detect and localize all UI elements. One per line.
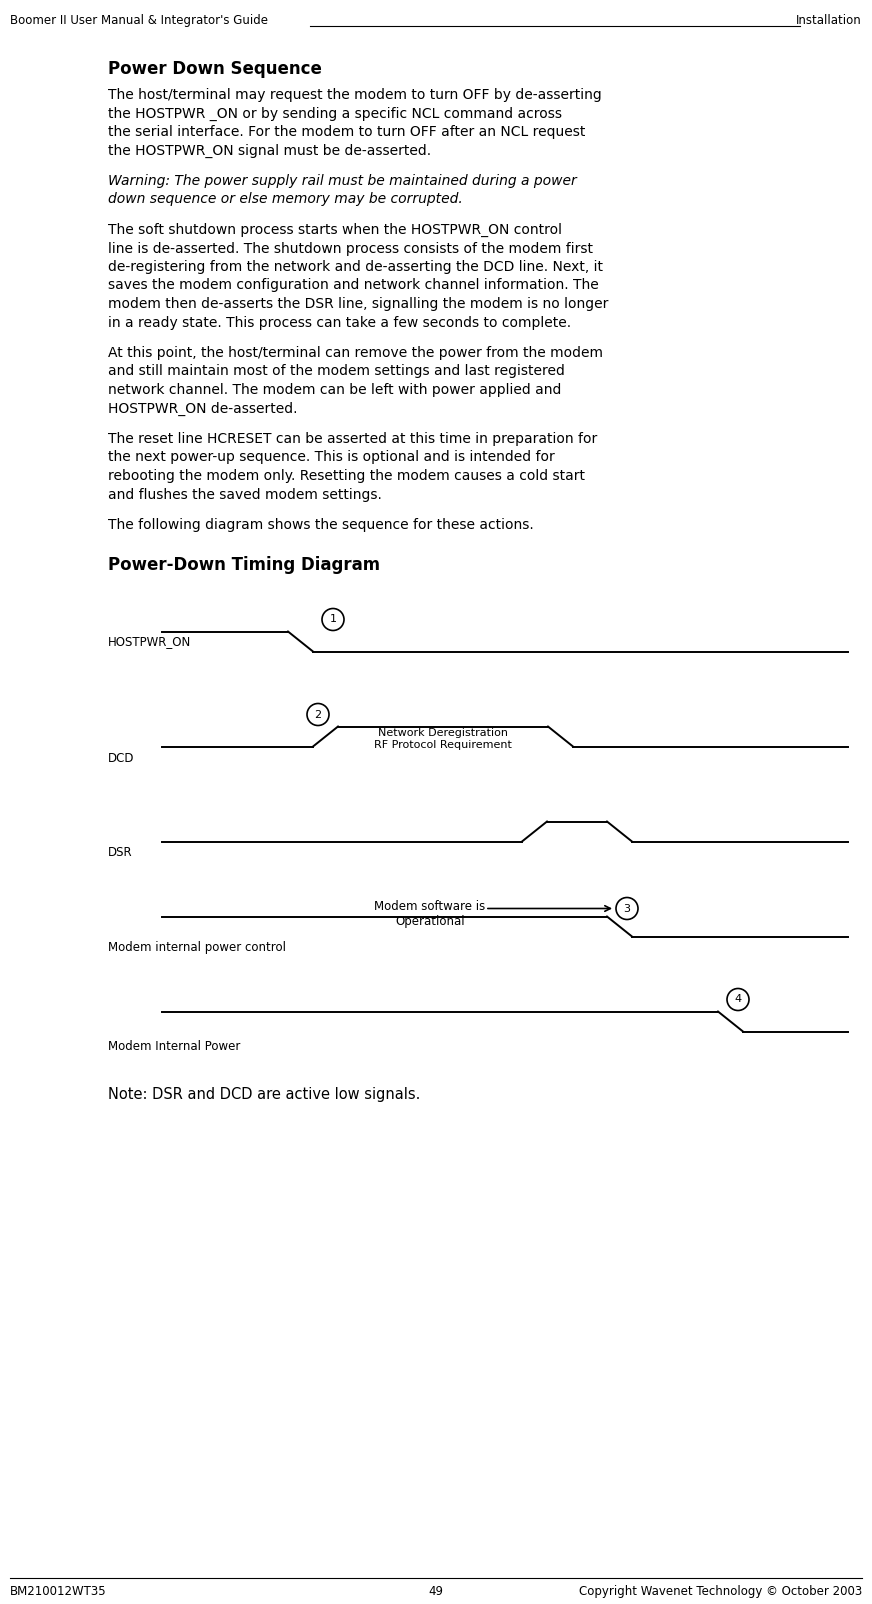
Text: the HOSTPWR _ON or by sending a specific NCL command across: the HOSTPWR _ON or by sending a specific… xyxy=(108,106,562,120)
Text: 4: 4 xyxy=(734,994,741,1004)
Text: Power Down Sequence: Power Down Sequence xyxy=(108,59,322,79)
Circle shape xyxy=(322,608,344,630)
Text: The following diagram shows the sequence for these actions.: The following diagram shows the sequence… xyxy=(108,518,534,533)
Text: Copyright Wavenet Technology © October 2003: Copyright Wavenet Technology © October 2… xyxy=(579,1585,862,1598)
Text: de-registering from the network and de-asserting the DCD line. Next, it: de-registering from the network and de-a… xyxy=(108,260,603,274)
Text: and flushes the saved modem settings.: and flushes the saved modem settings. xyxy=(108,488,382,502)
Text: Network Deregistration: Network Deregistration xyxy=(378,728,508,738)
Text: and still maintain most of the modem settings and last registered: and still maintain most of the modem set… xyxy=(108,364,565,379)
Text: in a ready state. This process can take a few seconds to complete.: in a ready state. This process can take … xyxy=(108,316,571,329)
Text: The reset line HCRESET can be asserted at this time in preparation for: The reset line HCRESET can be asserted a… xyxy=(108,431,597,446)
Text: 2: 2 xyxy=(315,709,322,720)
Text: saves the modem configuration and network channel information. The: saves the modem configuration and networ… xyxy=(108,279,599,292)
Text: Operational: Operational xyxy=(395,916,465,929)
Text: 3: 3 xyxy=(623,903,630,914)
Text: the next power-up sequence. This is optional and is intended for: the next power-up sequence. This is opti… xyxy=(108,451,555,465)
Text: Modem software is: Modem software is xyxy=(374,900,486,914)
Text: Boomer II User Manual & Integrator's Guide: Boomer II User Manual & Integrator's Gui… xyxy=(10,14,268,27)
Text: down sequence or else memory may be corrupted.: down sequence or else memory may be corr… xyxy=(108,192,463,207)
Text: BM210012WT35: BM210012WT35 xyxy=(10,1585,106,1598)
Text: rebooting the modem only. Resetting the modem causes a cold start: rebooting the modem only. Resetting the … xyxy=(108,468,585,483)
Text: Note: DSR and DCD are active low signals.: Note: DSR and DCD are active low signals… xyxy=(108,1086,420,1102)
Text: HOSTPWR_ON de-asserted.: HOSTPWR_ON de-asserted. xyxy=(108,401,297,415)
Text: RF Protocol Requirement: RF Protocol Requirement xyxy=(374,741,512,751)
Circle shape xyxy=(727,988,749,1011)
Text: Warning: The power supply rail must be maintained during a power: Warning: The power supply rail must be m… xyxy=(108,173,576,188)
Text: At this point, the host/terminal can remove the power from the modem: At this point, the host/terminal can rem… xyxy=(108,346,603,359)
Text: HOSTPWR_ON: HOSTPWR_ON xyxy=(108,635,191,648)
Text: 1: 1 xyxy=(330,614,337,624)
Text: 49: 49 xyxy=(428,1585,444,1598)
Circle shape xyxy=(307,704,329,725)
Text: Modem Internal Power: Modem Internal Power xyxy=(108,1039,241,1052)
Text: the HOSTPWR_ON signal must be de-asserted.: the HOSTPWR_ON signal must be de-asserte… xyxy=(108,143,431,157)
Circle shape xyxy=(616,898,638,919)
Text: DCD: DCD xyxy=(108,752,134,765)
Text: network channel. The modem can be left with power applied and: network channel. The modem can be left w… xyxy=(108,383,562,398)
Text: Modem internal power control: Modem internal power control xyxy=(108,942,286,954)
Text: Power-Down Timing Diagram: Power-Down Timing Diagram xyxy=(108,557,380,574)
Text: the serial interface. For the modem to turn OFF after an NCL request: the serial interface. For the modem to t… xyxy=(108,125,585,140)
Text: The host/terminal may request the modem to turn OFF by de-asserting: The host/terminal may request the modem … xyxy=(108,88,602,103)
Text: line is de-asserted. The shutdown process consists of the modem first: line is de-asserted. The shutdown proces… xyxy=(108,242,593,255)
Text: Installation: Installation xyxy=(796,14,862,27)
Text: DSR: DSR xyxy=(108,847,133,860)
Text: The soft shutdown process starts when the HOSTPWR_ON control: The soft shutdown process starts when th… xyxy=(108,223,562,237)
Text: modem then de-asserts the DSR line, signalling the modem is no longer: modem then de-asserts the DSR line, sign… xyxy=(108,297,609,311)
